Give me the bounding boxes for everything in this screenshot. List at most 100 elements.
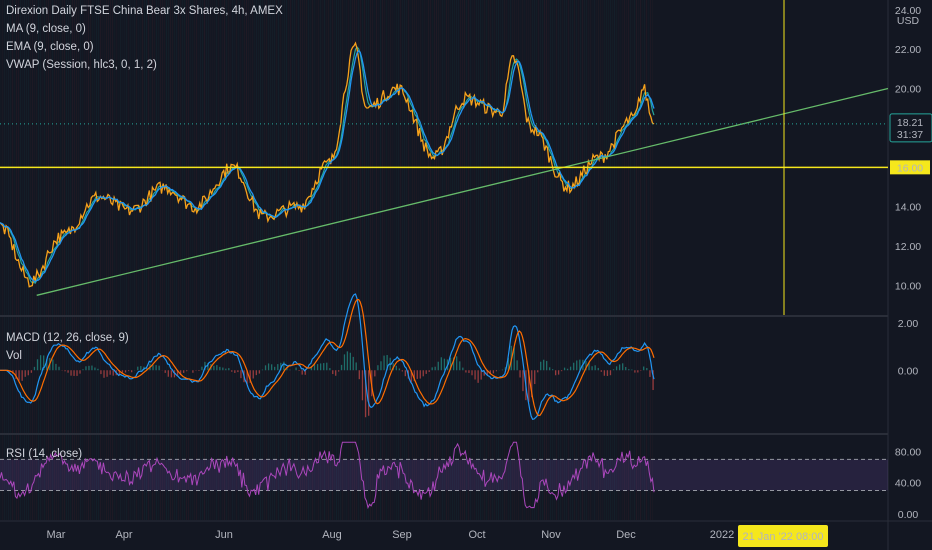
background-volume-stripe bbox=[372, 0, 373, 520]
vwap-indicator-label[interactable]: VWAP (Session, hlc3, 0, 1, 2) bbox=[6, 59, 157, 71]
macd-histogram-bar bbox=[622, 363, 624, 371]
macd-histogram-bar bbox=[456, 356, 458, 371]
macd-tick-label: 2.00 bbox=[898, 318, 919, 330]
background-volume-stripe bbox=[476, 0, 477, 520]
background-volume-stripe bbox=[30, 0, 31, 520]
macd-histogram-bar bbox=[425, 370, 427, 374]
background-volume-stripe bbox=[384, 0, 385, 520]
background-volume-stripe bbox=[116, 0, 117, 520]
background-volume-stripe bbox=[338, 0, 339, 520]
background-volume-stripe bbox=[66, 0, 67, 520]
vol-indicator-label[interactable]: Vol bbox=[6, 350, 22, 362]
background-volume-stripe bbox=[626, 0, 627, 520]
macd-histogram-bar bbox=[76, 370, 78, 376]
background-volume-stripe bbox=[42, 0, 43, 520]
time-tick-label: Apr bbox=[115, 529, 132, 541]
background-volume-stripe bbox=[56, 0, 57, 520]
trendline[interactable] bbox=[36, 87, 889, 296]
macd-histogram-bar bbox=[528, 370, 530, 402]
background-volume-stripe bbox=[630, 0, 631, 520]
background-volume-stripe bbox=[38, 0, 39, 520]
macd-histogram-bar bbox=[576, 360, 578, 371]
macd-histogram-bar bbox=[70, 370, 72, 376]
background-volume-stripe bbox=[510, 0, 511, 520]
background-volume-stripe bbox=[268, 0, 269, 520]
macd-histogram-bar bbox=[192, 370, 194, 373]
background-volume-stripe bbox=[444, 0, 445, 520]
background-volume-stripe bbox=[242, 0, 243, 520]
background-volume-stripe bbox=[398, 0, 399, 520]
background-volume-stripe bbox=[288, 0, 289, 520]
macd-histogram-bar bbox=[94, 367, 96, 371]
background-volume-stripe bbox=[462, 0, 463, 520]
macd-histogram-bar bbox=[109, 370, 111, 375]
background-volume-stripe bbox=[218, 0, 219, 520]
background-volume-stripe bbox=[564, 0, 565, 520]
background-volume-stripe bbox=[246, 0, 247, 520]
background-volume-stripe bbox=[408, 0, 409, 520]
background-volume-stripe bbox=[440, 0, 441, 520]
macd-histogram-bar bbox=[413, 370, 415, 382]
macd-histogram-bar bbox=[566, 368, 569, 371]
background-volume-stripe bbox=[54, 0, 55, 520]
background-volume-stripe bbox=[90, 0, 91, 520]
background-volume-stripe bbox=[24, 0, 25, 520]
macd-histogram-bar bbox=[335, 370, 337, 376]
background-volume-stripe bbox=[112, 0, 113, 520]
ma-line bbox=[0, 49, 655, 283]
macd-histogram-bar bbox=[416, 370, 418, 379]
macd-indicator-label[interactable]: MACD (12, 26, close, 9) bbox=[6, 332, 129, 344]
background-volume-stripe bbox=[230, 0, 231, 520]
background-volume-stripe bbox=[604, 0, 605, 520]
background-volume-stripe bbox=[532, 0, 533, 520]
background-volume-stripe bbox=[634, 0, 635, 520]
macd-histogram-bar bbox=[234, 370, 236, 373]
background-volume-stripe bbox=[148, 0, 149, 520]
macd-histogram-bar bbox=[213, 365, 215, 371]
background-volume-stripe bbox=[110, 0, 111, 520]
background-volume-stripe bbox=[36, 0, 37, 520]
macd-histogram-bar bbox=[398, 368, 401, 371]
time-tick-label: Aug bbox=[322, 529, 342, 541]
hline-price-value: 16.00 bbox=[897, 162, 923, 174]
background-volume-stripe bbox=[166, 0, 167, 520]
crosshair-time-badge bbox=[738, 525, 828, 547]
background-volume-stripe bbox=[160, 0, 161, 520]
background-volume-stripe bbox=[494, 0, 495, 520]
background-volume-stripe bbox=[578, 0, 579, 520]
macd-histogram-bar bbox=[600, 370, 602, 372]
macd-histogram-bar bbox=[551, 369, 554, 371]
background-volume-stripe bbox=[226, 0, 227, 520]
macd-histogram-bar bbox=[88, 365, 90, 371]
macd-histogram-bar bbox=[588, 362, 590, 371]
macd-histogram-bar bbox=[124, 370, 127, 373]
macd-histogram-bar bbox=[27, 370, 29, 376]
background-volume-stripe bbox=[378, 0, 379, 520]
macd-histogram-bar bbox=[504, 367, 507, 371]
background-volume-stripe bbox=[644, 0, 645, 520]
macd-histogram-bar bbox=[431, 367, 433, 371]
background-volume-stripe bbox=[278, 0, 279, 520]
macd-histogram-bar bbox=[131, 370, 133, 373]
macd-histogram-bar bbox=[21, 370, 23, 381]
rsi-indicator-label[interactable]: RSI (14, close) bbox=[6, 448, 83, 460]
background-volume-stripe bbox=[454, 0, 455, 520]
macd-histogram-bar bbox=[106, 370, 108, 377]
ma-indicator-label[interactable]: MA (9, close, 0) bbox=[6, 23, 86, 35]
background-volume-stripe bbox=[144, 0, 145, 520]
macd-histogram-bar bbox=[274, 366, 276, 371]
background-volume-stripe bbox=[306, 0, 307, 520]
background-volume-stripe bbox=[240, 0, 241, 520]
ema-indicator-label[interactable]: EMA (9, close, 0) bbox=[6, 41, 94, 53]
background-volume-stripe bbox=[336, 0, 337, 520]
background-volume-stripe bbox=[432, 0, 433, 520]
background-volume-stripe bbox=[86, 0, 87, 520]
macd-histogram-bar bbox=[495, 370, 498, 372]
background-volume-stripe bbox=[504, 0, 505, 520]
background-volume-stripe bbox=[212, 0, 213, 520]
background-volume-stripe bbox=[640, 0, 641, 520]
background-volume-stripe bbox=[202, 0, 203, 520]
macd-histogram-bar bbox=[443, 358, 446, 371]
background-volume-stripe bbox=[248, 0, 249, 520]
